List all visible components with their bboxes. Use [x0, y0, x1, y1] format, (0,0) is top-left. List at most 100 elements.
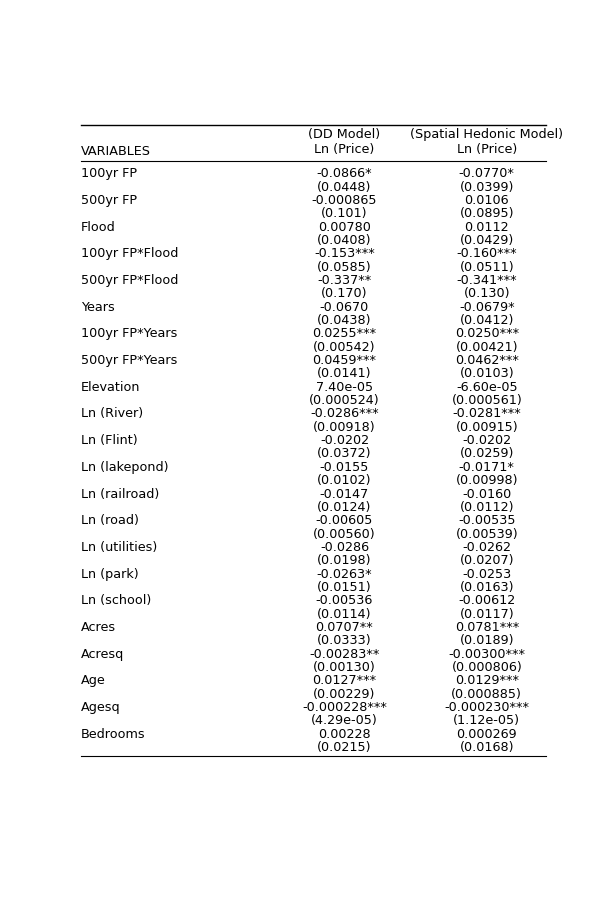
Text: -6.60e-05: -6.60e-05	[456, 381, 518, 393]
Text: -0.0202: -0.0202	[320, 434, 369, 447]
Text: (0.0448): (0.0448)	[317, 180, 371, 194]
Text: -0.000228***: -0.000228***	[302, 701, 387, 714]
Text: -0.00605: -0.00605	[316, 515, 373, 527]
Text: -0.0253: -0.0253	[462, 568, 512, 581]
Text: (1.12e-05): (1.12e-05)	[453, 715, 520, 727]
Text: (Spatial Hedonic Model): (Spatial Hedonic Model)	[410, 128, 563, 141]
Text: 0.0707**: 0.0707**	[316, 621, 373, 634]
Text: 0.0255***: 0.0255***	[312, 328, 376, 340]
Text: 0.0459***: 0.0459***	[313, 354, 376, 367]
Text: -0.0770*: -0.0770*	[459, 167, 515, 180]
Text: Ln (road): Ln (road)	[81, 515, 139, 527]
Text: (DD Model): (DD Model)	[308, 128, 381, 141]
Text: VARIABLES: VARIABLES	[81, 145, 151, 158]
Text: 0.0127***: 0.0127***	[312, 674, 376, 687]
Text: -0.00536: -0.00536	[316, 594, 373, 607]
Text: -0.0155: -0.0155	[320, 461, 369, 474]
Text: Ln (school): Ln (school)	[81, 594, 152, 607]
Text: -0.337**: -0.337**	[318, 274, 371, 287]
Text: (0.00560): (0.00560)	[313, 527, 376, 541]
Text: (0.00918): (0.00918)	[313, 421, 376, 434]
Text: -0.0866*: -0.0866*	[316, 167, 372, 180]
Text: Age: Age	[81, 674, 106, 687]
Text: -0.00612: -0.00612	[458, 594, 515, 607]
Text: Flood: Flood	[81, 221, 116, 233]
Text: -0.0202: -0.0202	[462, 434, 512, 447]
Text: (0.00130): (0.00130)	[313, 661, 376, 674]
Text: (0.0151): (0.0151)	[317, 581, 372, 594]
Text: Acresq: Acresq	[81, 647, 124, 661]
Text: -0.000865: -0.000865	[312, 194, 377, 207]
Text: Ln (Price): Ln (Price)	[315, 143, 375, 156]
Text: (0.0102): (0.0102)	[317, 474, 371, 487]
Text: 0.0112: 0.0112	[465, 221, 509, 233]
Text: Ln (Flint): Ln (Flint)	[81, 434, 138, 447]
Text: -0.00283**: -0.00283**	[309, 647, 379, 661]
Text: (0.00421): (0.00421)	[455, 340, 518, 354]
Text: (0.170): (0.170)	[321, 287, 368, 300]
Text: (0.0124): (0.0124)	[317, 501, 371, 514]
Text: Bedrooms: Bedrooms	[81, 727, 146, 741]
Text: Agesq: Agesq	[81, 701, 121, 714]
Text: (0.00539): (0.00539)	[455, 527, 518, 541]
Text: (0.0114): (0.0114)	[317, 608, 371, 621]
Text: 0.0462***: 0.0462***	[455, 354, 519, 367]
Text: (0.0259): (0.0259)	[460, 447, 514, 461]
Text: (0.0163): (0.0163)	[460, 581, 514, 594]
Text: (0.000524): (0.000524)	[309, 394, 380, 407]
Text: 7.40e-05: 7.40e-05	[316, 381, 373, 393]
Text: 0.0781***: 0.0781***	[455, 621, 519, 634]
Text: 0.0250***: 0.0250***	[455, 328, 519, 340]
Text: (0.0429): (0.0429)	[460, 234, 514, 247]
Text: Ln (utilities): Ln (utilities)	[81, 541, 157, 554]
Text: (0.0438): (0.0438)	[317, 314, 371, 327]
Text: -0.0147: -0.0147	[320, 488, 369, 500]
Text: 0.0106: 0.0106	[465, 194, 509, 207]
Text: 100yr FP*Flood: 100yr FP*Flood	[81, 247, 179, 260]
Text: Ln (lakepond): Ln (lakepond)	[81, 461, 169, 474]
Text: 0.00228: 0.00228	[318, 727, 371, 741]
Text: 0.000269: 0.000269	[457, 727, 517, 741]
Text: -0.0281***: -0.0281***	[452, 408, 521, 420]
Text: Ln (River): Ln (River)	[81, 408, 143, 420]
Text: 0.0129***: 0.0129***	[455, 674, 519, 687]
Text: (0.0585): (0.0585)	[317, 260, 372, 274]
Text: (0.0408): (0.0408)	[317, 234, 371, 247]
Text: (0.0112): (0.0112)	[460, 501, 514, 514]
Text: -0.0679*: -0.0679*	[459, 301, 515, 313]
Text: (0.000806): (0.000806)	[452, 661, 522, 674]
Text: (0.0412): (0.0412)	[460, 314, 514, 327]
Text: -0.000230***: -0.000230***	[444, 701, 529, 714]
Text: -0.0262: -0.0262	[462, 541, 511, 554]
Text: (0.0895): (0.0895)	[460, 207, 514, 220]
Text: (0.00542): (0.00542)	[313, 340, 376, 354]
Text: Years: Years	[81, 301, 115, 313]
Text: (0.0399): (0.0399)	[460, 180, 514, 194]
Text: (4.29e-05): (4.29e-05)	[311, 715, 378, 727]
Text: 500yr FP*Flood: 500yr FP*Flood	[81, 274, 179, 287]
Text: Elevation: Elevation	[81, 381, 141, 393]
Text: -0.0670: -0.0670	[320, 301, 369, 313]
Text: (0.101): (0.101)	[321, 207, 368, 220]
Text: Ln (park): Ln (park)	[81, 568, 139, 581]
Text: -0.0286***: -0.0286***	[310, 408, 379, 420]
Text: (0.0511): (0.0511)	[460, 260, 514, 274]
Text: Ln (Price): Ln (Price)	[457, 143, 517, 156]
Text: (0.0141): (0.0141)	[317, 367, 371, 381]
Text: Ln (railroad): Ln (railroad)	[81, 488, 160, 500]
Text: (0.0117): (0.0117)	[460, 608, 514, 621]
Text: (0.000561): (0.000561)	[452, 394, 522, 407]
Text: -0.341***: -0.341***	[457, 274, 517, 287]
Text: Acres: Acres	[81, 621, 116, 634]
Text: 500yr FP: 500yr FP	[81, 194, 137, 207]
Text: -0.00535: -0.00535	[458, 515, 515, 527]
Text: 100yr FP*Years: 100yr FP*Years	[81, 328, 177, 340]
Text: (0.00229): (0.00229)	[313, 688, 376, 700]
Text: (0.0333): (0.0333)	[317, 634, 372, 647]
Text: (0.00998): (0.00998)	[455, 474, 518, 487]
Text: 100yr FP: 100yr FP	[81, 167, 137, 180]
Text: (0.000885): (0.000885)	[451, 688, 522, 700]
Text: -0.00300***: -0.00300***	[448, 647, 525, 661]
Text: (0.130): (0.130)	[463, 287, 510, 300]
Text: -0.0160: -0.0160	[462, 488, 512, 500]
